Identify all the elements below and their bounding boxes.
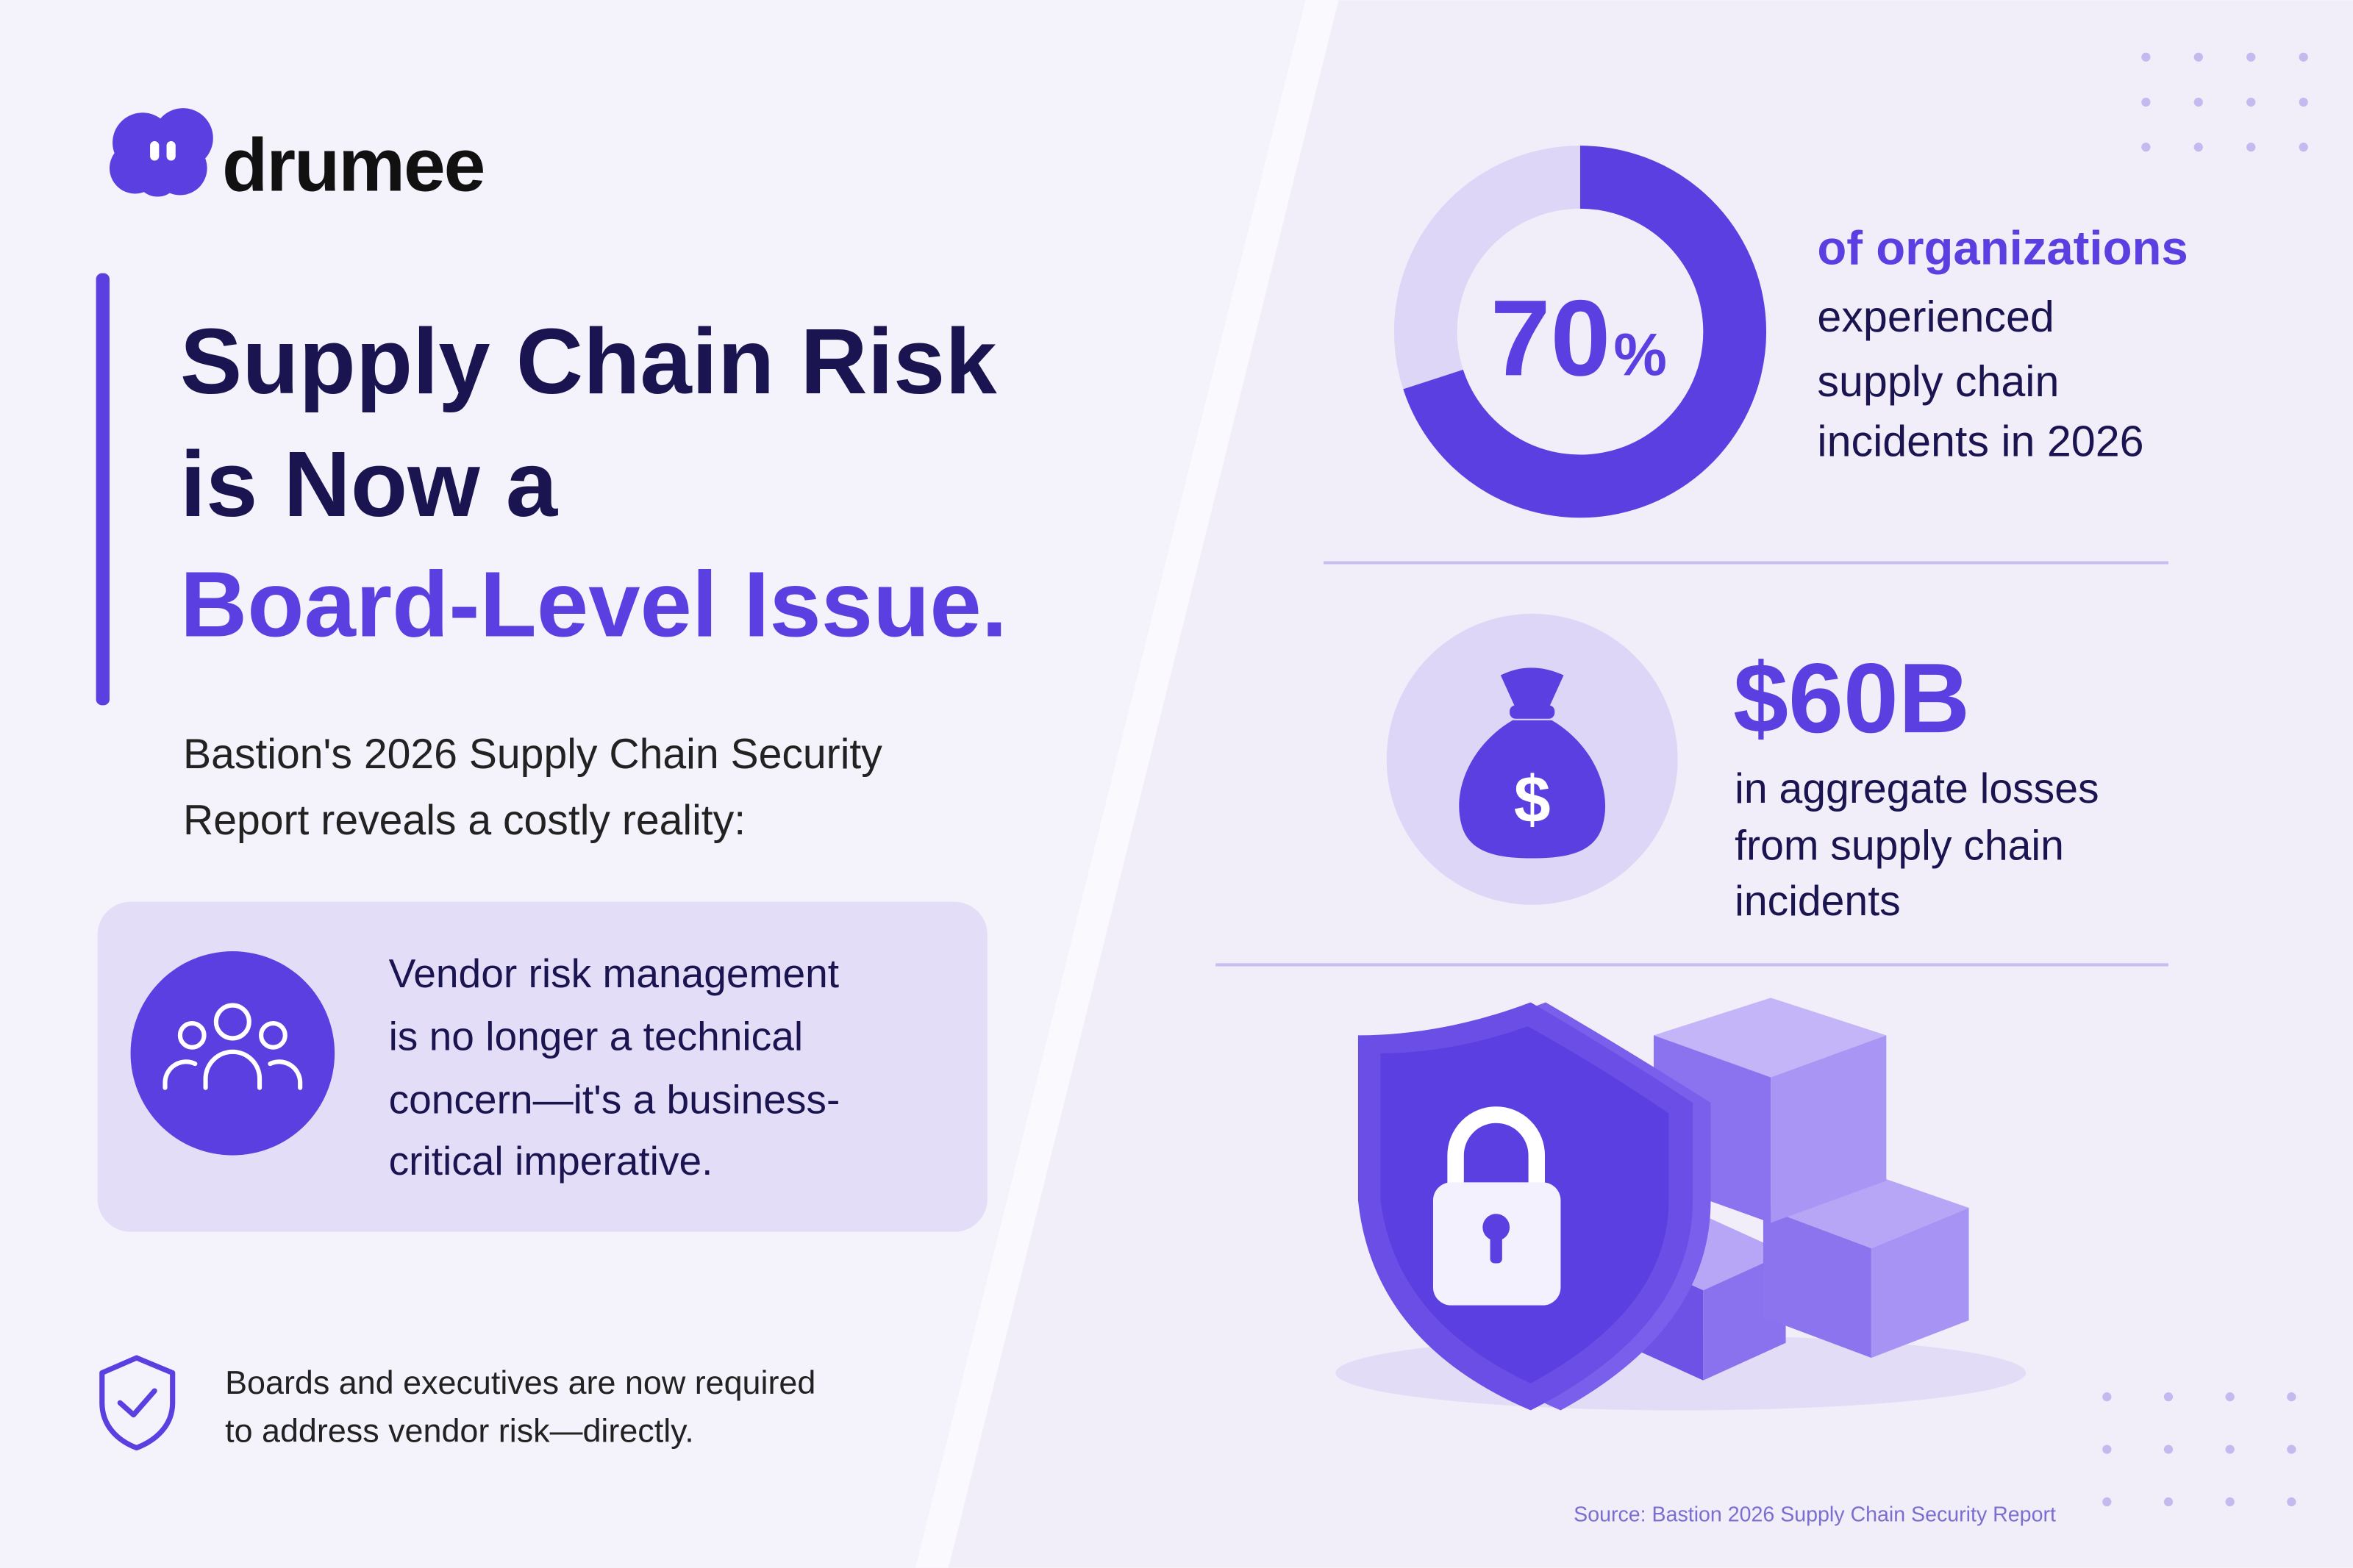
dot — [2246, 52, 2256, 62]
security-illustration-part — [1653, 998, 1887, 1078]
headline-line: is Now a — [180, 432, 559, 536]
security-illustration-part — [1490, 1230, 1502, 1264]
security-illustration-part — [1771, 1035, 1887, 1223]
stat-line: from supply chain — [1735, 823, 2064, 870]
stat-number: 70% — [1490, 278, 1667, 398]
callout-line: is no longer a technical — [389, 1014, 804, 1059]
callout-line: critical imperative. — [389, 1138, 713, 1184]
people-icon-part — [213, 1003, 251, 1041]
security-illustration-part — [1871, 1208, 1969, 1358]
intro-line: Report reveals a costly reality: — [183, 797, 746, 844]
dot — [2299, 143, 2308, 152]
check-shield-icon — [99, 1355, 176, 1451]
headline-line: Board-Level Issue. — [180, 551, 1007, 656]
dot — [2225, 1392, 2235, 1402]
dot — [2163, 1445, 2174, 1454]
security-illustration-part — [1763, 1208, 1871, 1358]
callout-line: Vendor risk management — [389, 951, 840, 996]
check-shield-icon-part — [99, 1355, 176, 1451]
dot — [2141, 143, 2151, 152]
money-bag-icon-part — [1510, 705, 1555, 719]
dot — [2193, 143, 2203, 152]
money-bag-icon: $ — [1459, 667, 1606, 859]
money-bag-icon-part — [1500, 667, 1564, 709]
callout-card — [97, 901, 988, 1232]
dot-grid — [2102, 1392, 2296, 1507]
source-note: Source: Bastion 2026 Supply Chain Securi… — [1574, 1503, 2056, 1527]
dot — [2193, 97, 2203, 107]
dot — [2193, 52, 2203, 62]
stat-number-unit: % — [1613, 321, 1667, 388]
dot — [2287, 1392, 2296, 1402]
people-icon-part — [203, 1049, 263, 1090]
logo-text: drumee — [222, 123, 484, 207]
check-shield-icon-part — [117, 1388, 157, 1418]
dot — [2102, 1392, 2112, 1402]
security-illustration-part — [1482, 1214, 1510, 1241]
dot — [2287, 1445, 2296, 1454]
dot — [2163, 1392, 2174, 1402]
security-illustration-part — [1447, 1106, 1546, 1186]
donut-arc — [1403, 146, 1766, 518]
dot — [2246, 97, 2256, 107]
money-bag-icon-part — [1459, 720, 1606, 859]
dot — [2102, 1497, 2112, 1507]
logo-icon — [109, 108, 213, 197]
stat-figure: $60B — [1733, 642, 1970, 753]
people-icon — [163, 1003, 303, 1090]
accent-bar — [96, 273, 110, 706]
dot — [2102, 1445, 2112, 1454]
logo-icon-part — [135, 151, 180, 197]
stat-line: incidents — [1735, 878, 1900, 925]
people-icon-part — [259, 1020, 288, 1050]
headline-line: Supply Chain Risk — [180, 309, 997, 413]
people-icon-part — [163, 1059, 198, 1090]
dot — [2163, 1497, 2174, 1507]
diagonal-band — [915, 0, 1339, 1568]
people-icon-part — [177, 1020, 207, 1050]
money-bag-icon-part: $ — [1514, 764, 1551, 837]
logo-icon-part — [150, 141, 160, 161]
dot — [2225, 1497, 2235, 1507]
dot — [2225, 1445, 2235, 1454]
footer-note-line: Boards and executives are now required — [225, 1364, 815, 1401]
stat-line: of organizations — [1817, 221, 2188, 274]
dot — [2287, 1497, 2296, 1507]
intro-line: Bastion's 2026 Supply Chain Security — [183, 731, 882, 778]
stat-line: in aggregate losses — [1735, 765, 2099, 812]
people-icon-part — [268, 1059, 303, 1090]
stat-number-value: 70 — [1490, 278, 1610, 398]
callout-line: concern—it's a business- — [389, 1076, 840, 1122]
stat-line: experienced — [1817, 292, 2054, 341]
dot — [2299, 97, 2308, 107]
dot-grid — [2141, 52, 2308, 152]
dot — [2141, 97, 2151, 107]
logo-icon-part — [166, 141, 176, 161]
stat-line: supply chain — [1817, 357, 2059, 406]
footer-note-line: to address vendor risk—directly. — [225, 1411, 694, 1449]
dot — [2299, 52, 2308, 62]
donut — [1393, 146, 1767, 518]
dot — [2141, 52, 2151, 62]
stat-line: incidents in 2026 — [1817, 417, 2143, 466]
dot — [2246, 143, 2256, 152]
security-illustration — [1335, 998, 2027, 1411]
